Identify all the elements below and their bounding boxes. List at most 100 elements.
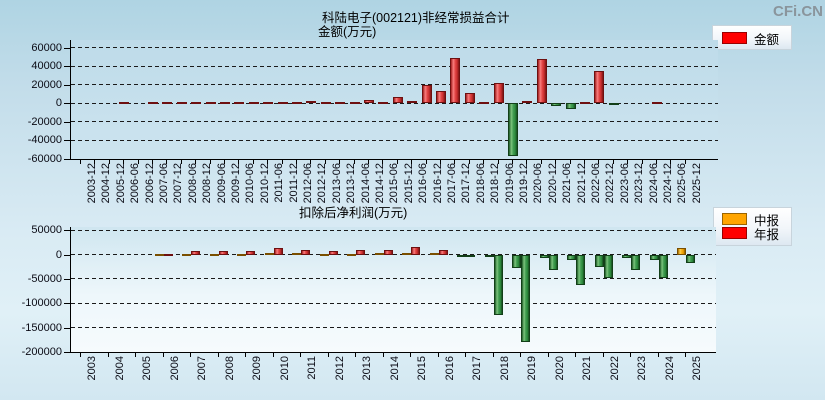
bar-年报-2024	[658, 254, 668, 278]
y-axis-tick	[64, 230, 70, 232]
bar-金额-2021-06	[551, 103, 562, 107]
bar-年报-2012	[328, 250, 338, 255]
bar-中报-2009	[237, 253, 246, 256]
bar-金额-2022-06	[580, 102, 590, 105]
bar-年报-2023	[631, 254, 640, 270]
bar-中报-2022	[594, 254, 604, 267]
x-axis-label: 2005	[141, 356, 153, 381]
x-axis-tick	[209, 160, 211, 164]
x-axis-label: 2017	[471, 356, 483, 381]
x-axis-tick	[425, 160, 427, 164]
x-axis-tick	[382, 353, 384, 357]
bar-金额-2016-12	[421, 84, 432, 104]
bar-中报-2021	[567, 254, 576, 260]
bar-年报-2022	[603, 254, 613, 278]
bar-年报-2017	[466, 254, 475, 257]
x-axis-tick	[555, 160, 557, 164]
bar-中报-2012	[319, 253, 329, 256]
bar-中报-2006	[154, 253, 164, 256]
bar-年报-2016	[438, 250, 448, 255]
x-axis-tick	[497, 160, 499, 164]
y-axis-tick	[64, 278, 70, 280]
x-axis-label: 2007	[196, 356, 208, 381]
x-axis-label: 2020-06	[532, 163, 545, 204]
y-axis-label: 20000	[31, 78, 62, 91]
x-axis-tick	[296, 160, 297, 164]
x-axis-tick	[224, 160, 225, 164]
bar-年报-2013	[356, 250, 365, 255]
x-axis-tick	[272, 353, 274, 357]
x-axis-tick	[612, 160, 614, 164]
x-axis-tick	[396, 160, 398, 164]
bar-中报-2016	[429, 253, 439, 256]
bar-金额-2016-06	[407, 101, 418, 104]
x-axis-tick	[355, 353, 356, 357]
bar-金额-2024-12	[652, 101, 662, 104]
y-axis-label: -200000	[21, 346, 62, 358]
x-axis-label: 2019-12	[518, 163, 530, 204]
x-axis-label: 2018-12	[489, 163, 502, 204]
x-axis-tick	[547, 353, 549, 357]
chart1-legend: 金额	[712, 25, 792, 50]
x-axis-label: 2008-06	[186, 163, 199, 204]
bar-中报-2014	[374, 253, 384, 256]
x-axis-label: 2022	[608, 356, 621, 381]
x-axis-tick	[598, 160, 600, 164]
y-axis-label: 0	[55, 248, 62, 261]
x-axis-tick	[180, 160, 182, 164]
amount-legend-swatch	[722, 32, 747, 44]
bar-中报-2011	[292, 253, 301, 256]
y-axis-label: 40000	[31, 60, 62, 73]
x-axis-label: 2009-06	[215, 163, 228, 204]
x-axis-tick	[440, 160, 441, 164]
x-axis-tick	[526, 160, 528, 164]
gridline	[71, 302, 716, 304]
x-axis-tick	[324, 160, 326, 164]
bar-中报-2013	[347, 253, 356, 256]
x-axis-tick	[627, 160, 629, 164]
bar-中报-2020	[539, 254, 549, 259]
x-axis-label: 2018	[498, 356, 511, 381]
x-axis-tick	[137, 160, 139, 164]
x-axis-tick	[353, 160, 355, 164]
x-axis-tick	[339, 160, 341, 164]
x-axis-tick	[468, 160, 470, 164]
y-axis-tick	[64, 352, 70, 353]
x-axis-label: 2007-06	[158, 163, 170, 204]
bar-年报-2010	[273, 248, 283, 255]
bar-金额-2007-06	[148, 102, 158, 105]
gridline	[71, 121, 718, 123]
bar-年报-2015	[411, 247, 420, 255]
y-axis-label: -60000	[27, 153, 62, 165]
bar-金额-2011-06	[263, 102, 274, 105]
x-axis-tick	[123, 160, 125, 164]
x-axis-label: 2016-06	[417, 163, 430, 204]
x-axis-label: 2006	[168, 356, 181, 381]
x-axis-tick	[107, 353, 109, 357]
gridline	[71, 229, 716, 231]
x-axis-label: 2007-12	[172, 163, 185, 204]
bar-年报-2019	[521, 254, 530, 343]
gridline	[71, 327, 716, 329]
bar-年报-2018	[493, 254, 503, 315]
y-axis-label: 60000	[31, 41, 62, 54]
bar-金额-2017-12	[450, 58, 461, 104]
bar-年报-2008	[218, 251, 228, 255]
x-axis-label: 2022-06	[590, 163, 602, 204]
bar-金额-2020-06	[522, 100, 533, 104]
bar-中报-2018	[484, 254, 494, 257]
bar-年报-2014	[383, 250, 393, 255]
bar-金额-2015-06	[378, 102, 389, 105]
y-axis-tick	[64, 254, 70, 256]
x-axis-label: 2025	[691, 356, 703, 381]
y-axis-tick	[64, 303, 70, 305]
x-axis-label: 2011-12	[287, 163, 300, 203]
bar-金额-2007-12	[162, 102, 173, 105]
x-axis-label: 2021-06	[561, 163, 574, 204]
x-axis-label: 2011-06	[273, 163, 286, 203]
chart2-plot	[70, 227, 716, 353]
x-axis-tick	[310, 160, 312, 164]
x-axis-label: 2022-12	[604, 163, 617, 204]
gridline	[71, 47, 718, 49]
bar-年报-2007	[191, 251, 200, 255]
